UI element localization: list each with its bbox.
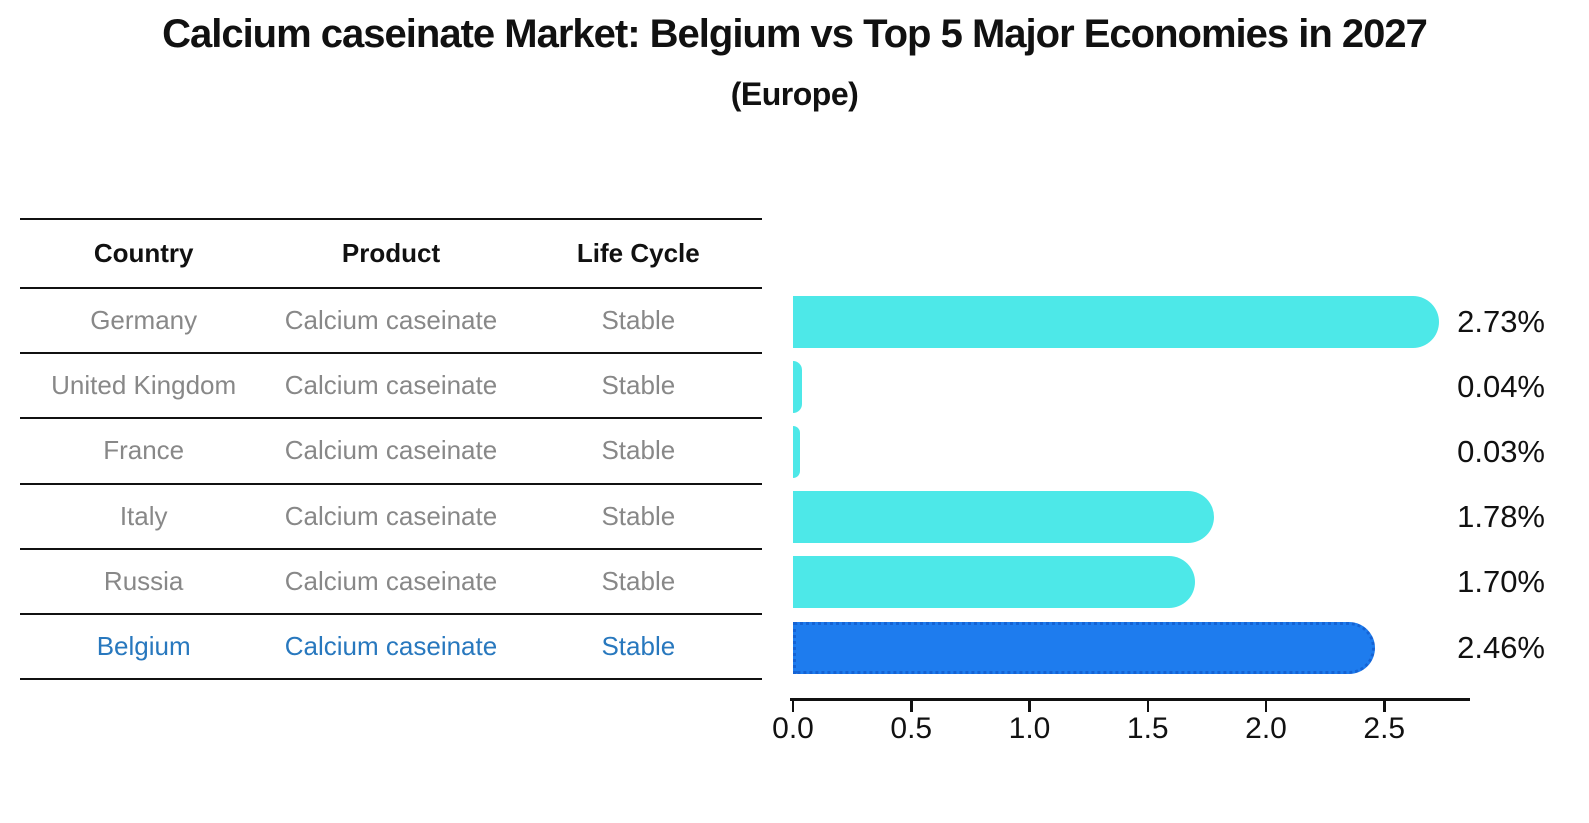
x-axis-tick-label: 2.0 (1245, 712, 1287, 745)
x-axis-tick (1146, 700, 1149, 712)
x-axis-tick (791, 700, 795, 712)
cell-country: Belgium (96, 631, 191, 662)
column-header-lifecycle: Life Cycle (576, 238, 700, 268)
cell-lifecycle: Stable (601, 631, 676, 662)
value-label-italy: 1.78% (1457, 499, 1545, 535)
cell-product: Calcium caseinate (284, 305, 498, 336)
cell-product: Calcium caseinate (284, 500, 498, 531)
table-row-germany: Germany Calcium caseinate Stable (20, 289, 762, 355)
value-label-france: 0.03% (1457, 434, 1545, 469)
x-axis-line (790, 698, 1470, 701)
table-row-italy: Italy Calcium caseinate Stable (20, 485, 762, 550)
table-row-belgium: Belgium Calcium caseinate Stable (20, 615, 762, 681)
cell-lifecycle: Stable (601, 305, 676, 336)
chart-subtitle: (Europe) (730, 76, 859, 112)
cell-country: United Kingdom (51, 370, 237, 401)
cell-country: France (103, 435, 185, 466)
table-body: Germany Calcium caseinate Stable United … (20, 289, 762, 681)
column-header-country: Country (93, 238, 194, 268)
cell-country: Italy (119, 500, 168, 531)
table-row-united-kingdom: United Kingdom Calcium caseinate Stable (20, 354, 762, 420)
x-axis-tick-label: 2.5 (1363, 712, 1406, 745)
cell-lifecycle: Stable (601, 565, 676, 596)
x-axis-tick (1028, 700, 1031, 712)
column-header-product: Product (341, 238, 441, 268)
cell-lifecycle: Stable (601, 500, 676, 531)
value-label-belgium: 2.46% (1457, 629, 1545, 665)
chart-title: Calcium caseinate Market: Belgium vs Top… (162, 12, 1428, 56)
cell-product: Calcium caseinate (284, 631, 498, 662)
bar-germany (793, 295, 1439, 348)
x-axis-tick-label: 0.5 (890, 712, 933, 745)
country-table: Country Product Life Cycle Germany Calci… (20, 218, 762, 681)
x-axis-tick-label: 0.0 (772, 712, 814, 745)
cell-lifecycle: Stable (601, 435, 676, 466)
cell-product: Calcium caseinate (284, 370, 498, 401)
cell-lifecycle: Stable (601, 370, 676, 401)
cell-product: Calcium caseinate (284, 435, 498, 466)
bar-italy (793, 491, 1214, 544)
x-axis-tick (1383, 700, 1386, 712)
cell-country: Germany (90, 305, 198, 336)
cell-product: Calcium caseinate (284, 565, 498, 596)
table-row-russia: Russia Calcium caseinate Stable (20, 550, 762, 615)
bar-france (793, 426, 801, 478)
x-axis-tick-label: 1.0 (1008, 712, 1051, 745)
table-header-row: Country Product Life Cycle (20, 220, 762, 289)
value-label-united-kingdom: 0.04% (1457, 368, 1545, 404)
bar-united-kingdom (793, 360, 803, 413)
bar-belgium (793, 621, 1375, 674)
x-axis-tick (910, 700, 913, 712)
cell-country: Russia (103, 565, 184, 596)
table-row-france: France Calcium caseinate Stable (20, 419, 762, 485)
x-axis-tick-label: 1.5 (1126, 712, 1169, 745)
x-axis-tick (1264, 700, 1268, 712)
value-label-germany: 2.73% (1457, 303, 1545, 339)
value-label-russia: 1.70% (1457, 564, 1545, 600)
bar-russia (793, 556, 1196, 609)
